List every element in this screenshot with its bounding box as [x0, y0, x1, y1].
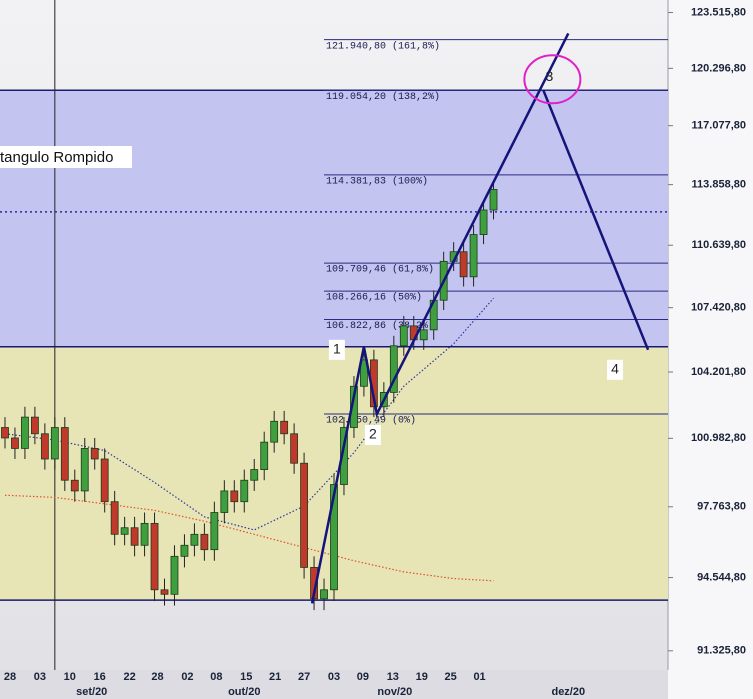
moving-average [4, 494, 494, 582]
candle-body [1, 427, 9, 439]
candle-body [270, 420, 279, 443]
month-label: set/20 [76, 686, 107, 698]
y-tick-label: 97.763,80 [697, 501, 746, 513]
candle-body [360, 359, 368, 387]
x-tick-label: 10 [64, 671, 76, 683]
x-tick-label: 25 [445, 671, 457, 683]
wave-label-box [364, 425, 381, 446]
y-tick-label: 100.982,80 [691, 432, 746, 444]
y-tick-label: 94.544,80 [697, 571, 746, 583]
candle-body [110, 501, 119, 535]
candle-body [90, 448, 99, 460]
candle-body [300, 462, 308, 568]
x-tick-label: 13 [387, 671, 399, 683]
y-tick-label: 113.858,80 [692, 179, 746, 191]
candle-body [180, 544, 189, 557]
x-tick-label: 03 [328, 671, 340, 683]
candle-body [260, 441, 269, 470]
candle-body [230, 490, 239, 503]
x-tick-label: 27 [298, 671, 310, 683]
candle-body [21, 416, 29, 449]
candle-body [240, 479, 249, 503]
candle-body [11, 437, 19, 449]
candle-body [30, 416, 39, 435]
candle-body [220, 490, 229, 513]
wave-label-box [328, 339, 345, 360]
zone-label-box [0, 146, 132, 168]
candle-body [419, 329, 428, 341]
x-tick-label: 22 [123, 671, 135, 683]
candle-body [120, 527, 129, 535]
x-tick-label: 19 [416, 671, 428, 683]
wave-highlight [523, 54, 582, 105]
candle-body [350, 385, 358, 428]
candle-body [190, 533, 199, 546]
fib-label: 108.266,16 (50%) [326, 292, 422, 304]
zone [0, 90, 668, 347]
y-tick-label: 104.201,80 [691, 366, 746, 378]
wave-label-box [607, 359, 624, 380]
candle-body [170, 555, 179, 595]
x-axis-panel [0, 670, 668, 699]
candle-body [290, 433, 299, 464]
x-tick-label: 28 [151, 671, 163, 683]
candle-body [469, 234, 478, 278]
y-tick-label: 120.296,80 [691, 62, 746, 74]
candle-body [399, 325, 408, 347]
y-tick-label: 117.077,80 [692, 120, 746, 132]
candle-body [280, 420, 289, 435]
wave-label: 4 [611, 361, 619, 377]
x-tick-label: 01 [473, 671, 485, 683]
x-tick-label: 15 [240, 671, 252, 683]
wave-path [310, 32, 650, 604]
x-tick-label: 21 [269, 671, 281, 683]
x-tick-label: 03 [34, 671, 46, 683]
zone-label: tangulo Rompido [0, 149, 113, 166]
wave-label: 2 [369, 426, 377, 442]
candle-body [200, 533, 209, 551]
candle-body [40, 433, 49, 460]
y-axis-panel [668, 0, 753, 699]
fib-label: 114.381,83 (100%) [326, 176, 428, 188]
fib-label: 121.940,80 (161,8%) [326, 40, 440, 52]
x-tick-label: 28 [4, 671, 16, 683]
candle-body [130, 527, 139, 546]
wave-label: 3 [545, 68, 553, 84]
candle-body [479, 209, 488, 235]
x-tick-label: 02 [181, 671, 193, 683]
candle-body [70, 479, 79, 492]
candle-body [250, 469, 259, 481]
x-tick-label: 09 [357, 671, 369, 683]
moving-average [4, 297, 494, 531]
candle-body [340, 427, 348, 485]
month-label: nov/20 [377, 686, 412, 698]
y-tick-label: 91.325,80 [697, 645, 746, 657]
candle-body [60, 427, 69, 481]
y-tick-label: 110.639,80 [692, 239, 746, 251]
candle-body [100, 458, 109, 503]
candle-body [459, 251, 468, 278]
wave-label: 1 [333, 341, 341, 357]
x-tick-label: 08 [210, 671, 222, 683]
candle-body [50, 427, 59, 460]
candle-body [389, 345, 398, 393]
candle-body [150, 522, 159, 591]
candle-body [320, 589, 328, 600]
fib-label: 109.709,46 (61,8%) [326, 264, 434, 276]
candle-body [80, 448, 89, 492]
candle-body [330, 484, 338, 591]
y-tick-label: 123.515,80 [691, 6, 746, 18]
month-label: dez/20 [551, 686, 585, 698]
y-tick-label: 107.420,80 [691, 302, 746, 314]
candle-body [160, 589, 169, 595]
fib-label: 119.054,20 (138,2%) [326, 91, 440, 103]
x-tick-label: 16 [94, 671, 106, 683]
candle-body [210, 512, 219, 551]
candle-body [140, 522, 149, 546]
month-label: out/20 [228, 686, 260, 698]
candle-body [489, 189, 498, 211]
